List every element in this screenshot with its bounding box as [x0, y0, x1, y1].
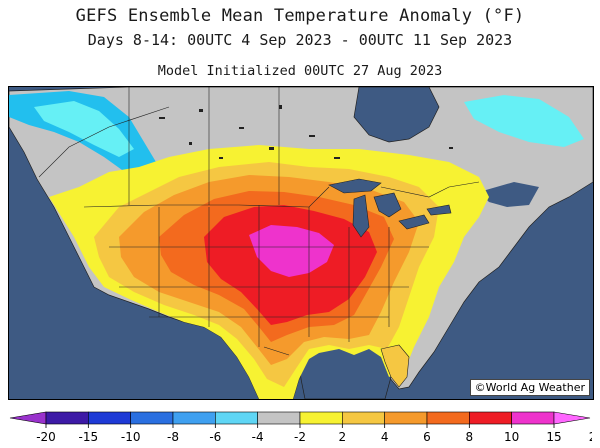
legend-bin — [384, 411, 428, 425]
legend-tick-label: -2 — [294, 430, 306, 444]
legend-tick-label: -20 — [36, 430, 56, 444]
florida — [380, 344, 410, 388]
date-range-subtitle: Days 8-14: 00UTC 4 Sep 2023 - 00UTC 11 S… — [87, 31, 513, 49]
anomaly-map: ©World Ag Weather — [8, 86, 594, 400]
political-borders — [38, 87, 480, 356]
legend-bin — [553, 411, 591, 425]
legend-bin — [215, 411, 258, 425]
legend-tick-label: -15 — [79, 430, 99, 444]
legend-bin — [9, 411, 47, 425]
great-lakes — [328, 178, 452, 238]
legend-bin — [45, 411, 89, 425]
legend-bin — [130, 411, 174, 425]
legend-bin — [172, 411, 216, 425]
legend-bins — [9, 411, 591, 425]
legend-tick-label: 8 — [466, 430, 474, 444]
copyright-credit: ©World Ag Weather — [469, 379, 590, 396]
gulf-st-lawrence — [479, 182, 539, 207]
legend-tick-label: 2 — [339, 430, 347, 444]
legend-bin — [342, 411, 385, 425]
legend-tick-label: 15 — [546, 430, 561, 444]
legend-tick-label: -6 — [209, 430, 221, 444]
legend-tick-label: -8 — [167, 430, 179, 444]
legend-bin — [469, 411, 512, 425]
legend-tick-label: -10 — [121, 430, 141, 444]
legend-ticks: -20 -15 -10 -8 -6 -4 -2 2 4 6 8 10 15 20 — [36, 424, 592, 444]
map-svg — [9, 87, 593, 399]
legend-bin — [426, 411, 470, 425]
legend-bin — [511, 411, 555, 425]
legend-tick-label: 20 — [589, 430, 592, 444]
model-init-subtitle: Model Initialized 00UTC 27 Aug 2023 — [157, 63, 443, 79]
legend-bin — [257, 411, 301, 425]
warm-magenta — [249, 225, 334, 277]
map-title: GEFS Ensemble Mean Temperature Anomaly (… — [75, 6, 525, 26]
legend-tick-label: -4 — [252, 430, 264, 444]
color-legend: -20 -15 -10 -8 -6 -4 -2 2 4 6 8 10 15 20 — [9, 411, 592, 444]
cold-northwest-light — [34, 101, 134, 157]
cold-northeast — [464, 95, 584, 147]
legend-tick-label: 6 — [423, 430, 431, 444]
legend-bin — [88, 411, 131, 425]
hudson-bay — [353, 87, 440, 143]
legend-tick-label: 10 — [504, 430, 519, 444]
legend-bin — [299, 411, 343, 425]
legend-tick-label: 4 — [381, 430, 389, 444]
canadian-lakes — [159, 105, 453, 159]
